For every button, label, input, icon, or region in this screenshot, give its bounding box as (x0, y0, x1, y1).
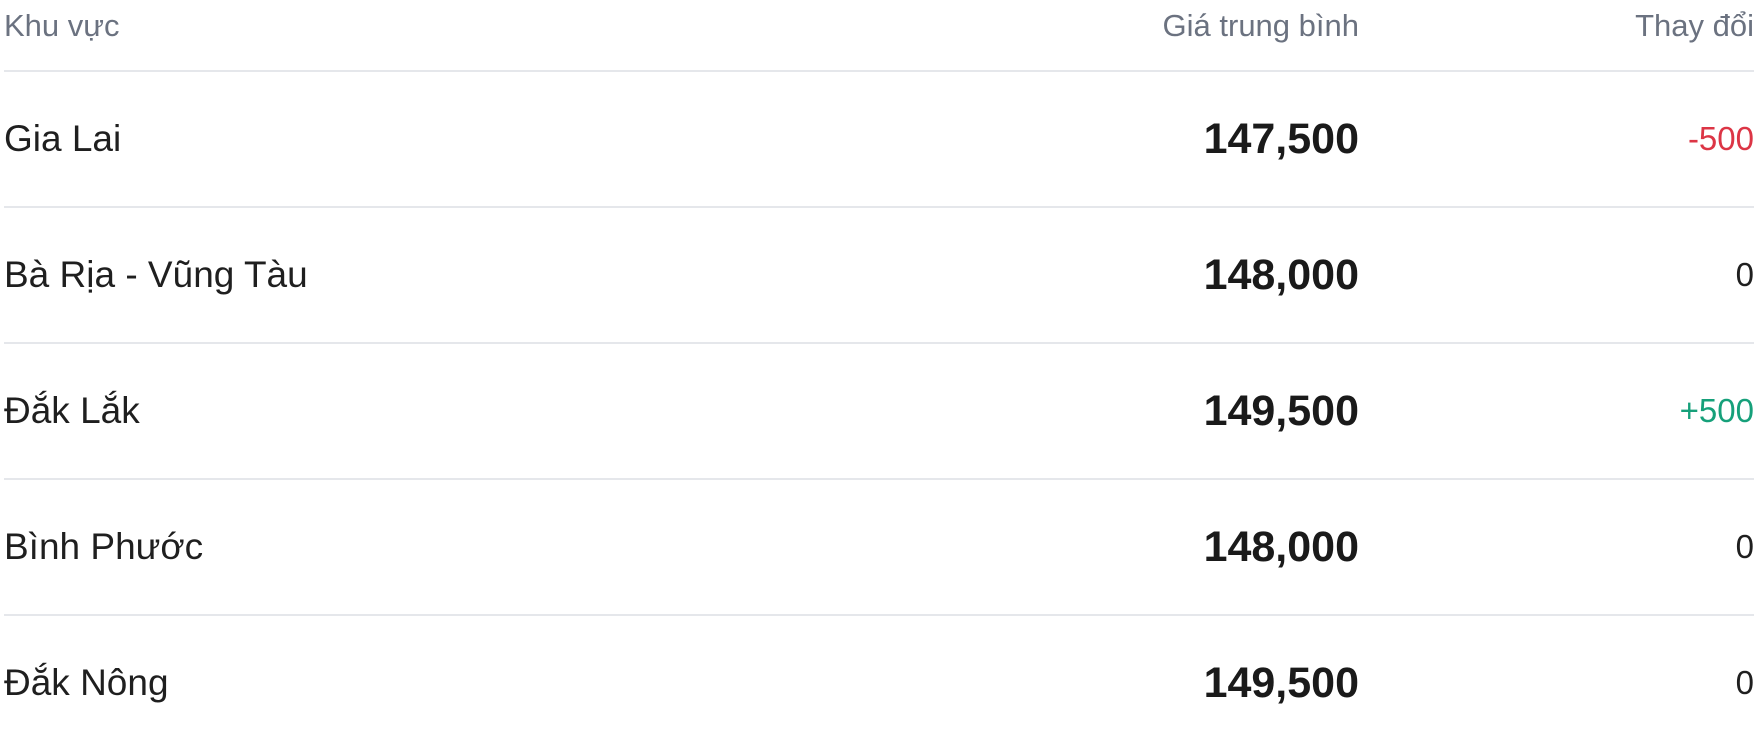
average-price: 149,500 (959, 343, 1359, 480)
table-row: Đắk Nông 149,500 0 (4, 615, 1754, 750)
average-price: 148,000 (959, 479, 1359, 616)
region-name: Bình Phước (4, 479, 959, 616)
price-change: +500 (1359, 343, 1754, 480)
header-region: Khu vực (4, 0, 959, 72)
region-name: Gia Lai (4, 71, 959, 208)
average-price: 148,000 (959, 207, 1359, 344)
price-change: -500 (1359, 71, 1754, 208)
region-name: Bà Rịa - Vũng Tàu (4, 207, 959, 344)
table-row: Đắk Lắk 149,500 +500 (4, 343, 1754, 480)
table-row: Bà Rịa - Vũng Tàu 148,000 0 (4, 207, 1754, 344)
region-name: Đắk Lắk (4, 343, 959, 480)
price-change: 0 (1359, 479, 1754, 616)
table-header-row: Khu vực Giá trung bình Thay đổi (4, 0, 1754, 72)
table-row: Gia Lai 147,500 -500 (4, 71, 1754, 208)
price-change: 0 (1735, 664, 1754, 701)
header-change: Thay đổi (1359, 0, 1754, 72)
table-row: Bình Phước 148,000 0 (4, 479, 1754, 616)
header-average-price: Giá trung bình (959, 0, 1359, 72)
region-name: Đắk Nông (4, 662, 169, 703)
price-table: Khu vực Giá trung bình Thay đổi Gia Lai 1… (4, 0, 1754, 750)
price-change: 0 (1359, 207, 1754, 344)
average-price: 149,500 (1203, 658, 1359, 707)
average-price: 147,500 (959, 71, 1359, 208)
